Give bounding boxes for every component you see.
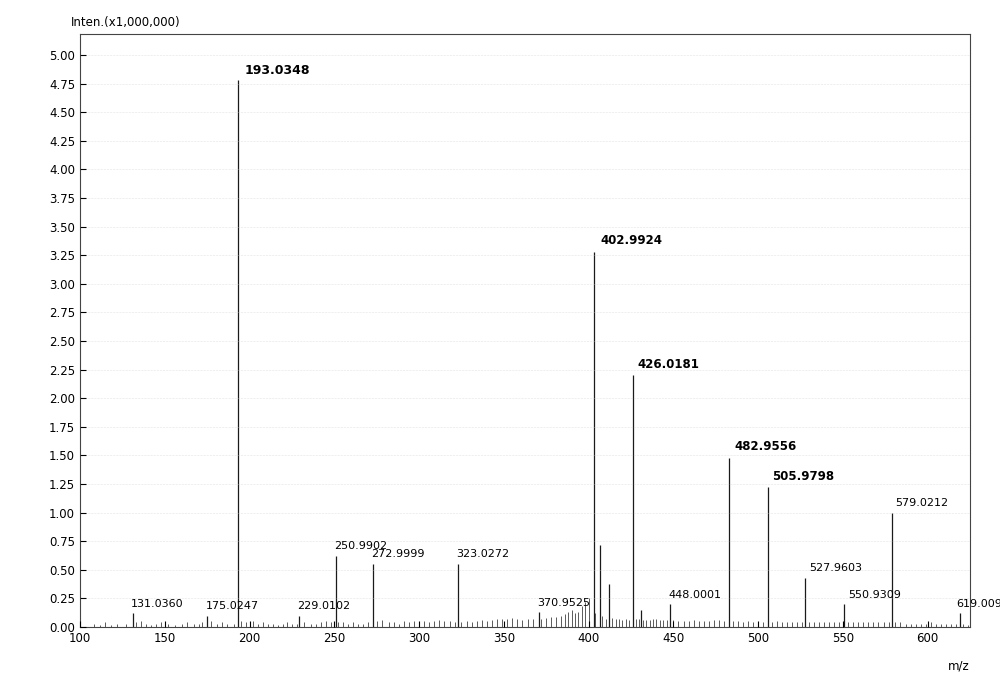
Text: 131.0360: 131.0360 (131, 599, 184, 608)
Text: 370.9525: 370.9525 (538, 597, 591, 608)
Text: 272.9999: 272.9999 (372, 550, 425, 559)
Text: Inten.(x1,000,000): Inten.(x1,000,000) (71, 16, 181, 28)
Text: 527.9603: 527.9603 (809, 563, 862, 573)
Text: 448.0001: 448.0001 (668, 590, 721, 599)
Text: 193.0348: 193.0348 (244, 64, 310, 76)
Text: 229.0102: 229.0102 (297, 601, 350, 611)
Text: 175.0247: 175.0247 (205, 601, 259, 611)
Text: 402.9924: 402.9924 (600, 234, 662, 247)
Text: 505.9798: 505.9798 (772, 470, 834, 483)
Text: 579.0212: 579.0212 (895, 498, 949, 508)
Text: 619.0093: 619.0093 (956, 599, 1000, 608)
Text: 482.9556: 482.9556 (734, 440, 797, 453)
Text: 550.9309: 550.9309 (848, 590, 901, 599)
Text: 323.0272: 323.0272 (456, 550, 510, 559)
Text: 426.0181: 426.0181 (638, 358, 700, 371)
Text: m/z: m/z (948, 659, 970, 672)
Text: 250.9902: 250.9902 (334, 542, 387, 551)
